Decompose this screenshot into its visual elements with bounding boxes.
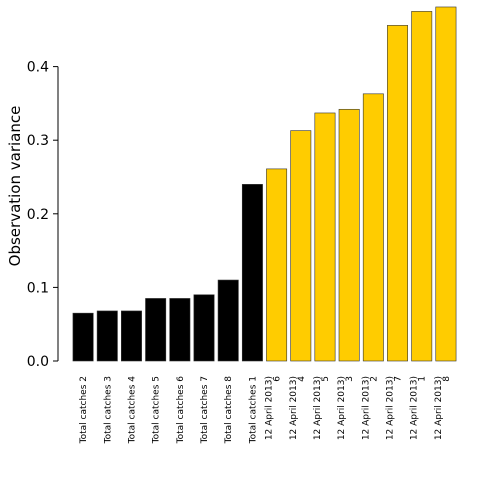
y-tick-label: 0.0 <box>27 354 49 370</box>
bar-12 <box>338 108 360 362</box>
bar-5 <box>169 298 191 362</box>
bar-4 <box>145 298 167 362</box>
x-tick-label: 12 April 2013) <box>313 376 323 440</box>
bar-6 <box>193 294 215 362</box>
bar-13 <box>362 93 384 362</box>
bar-2 <box>96 310 118 362</box>
y-tick-label: 0.2 <box>27 207 49 223</box>
bar-11 <box>314 112 336 362</box>
bar-15 <box>411 11 433 362</box>
y-axis: 0.0 0.1 0.2 0.3 0.4 <box>27 60 59 370</box>
x-tick-label: Total catches 4 <box>127 376 137 445</box>
x-tick-label: Total catches 3 <box>103 376 113 444</box>
x-tick-label: 5 <box>321 376 331 382</box>
x-tick-label: 1 <box>418 376 428 382</box>
bar-16 <box>435 6 457 362</box>
x-tick-label: 8 <box>442 376 452 382</box>
x-tick-label: Total catches 1 <box>248 376 258 444</box>
x-axis-labels: Total catches 2 Total catches 3 Total catc… <box>79 376 452 445</box>
bar-7 <box>217 279 239 362</box>
x-tick-label: Total catches 7 <box>200 376 210 444</box>
x-tick-label: 12 April 2013) <box>265 376 275 440</box>
bars-layer <box>72 6 457 362</box>
x-tick-label: 12 April 2013) <box>434 376 444 440</box>
x-tick-label: Total catches 8 <box>224 376 234 445</box>
x-tick-label: 2 <box>369 376 379 382</box>
x-tick-label: 7 <box>394 376 404 382</box>
y-axis-title: Observation variance <box>6 106 24 267</box>
x-tick-label: 3 <box>345 376 355 382</box>
x-tick-label: 12 April 2013) <box>386 376 396 440</box>
y-tick-label: 0.3 <box>27 133 49 149</box>
y-tick-label: 0.4 <box>27 60 49 76</box>
bar-3 <box>121 310 142 362</box>
x-tick-label: 12 April 2013) <box>289 376 299 440</box>
bar-10 <box>290 130 312 362</box>
bar-8 <box>241 184 263 362</box>
y-tick-label: 0.1 <box>27 280 49 296</box>
bar-9 <box>266 168 288 362</box>
x-tick-label: Total catches 5 <box>152 376 162 444</box>
x-tick-label: 12 April 2013) <box>361 376 371 440</box>
bar-14 <box>387 25 408 362</box>
bar-1 <box>72 312 94 362</box>
x-tick-label: 12 April 2013) <box>410 376 420 440</box>
x-tick-label: Total catches 2 <box>79 376 89 444</box>
x-tick-label: 12 April 2013) <box>337 376 347 440</box>
x-tick-label: 4 <box>297 376 307 382</box>
x-tick-label: Total catches 6 <box>176 376 186 445</box>
x-tick-label: 6 <box>273 376 283 382</box>
